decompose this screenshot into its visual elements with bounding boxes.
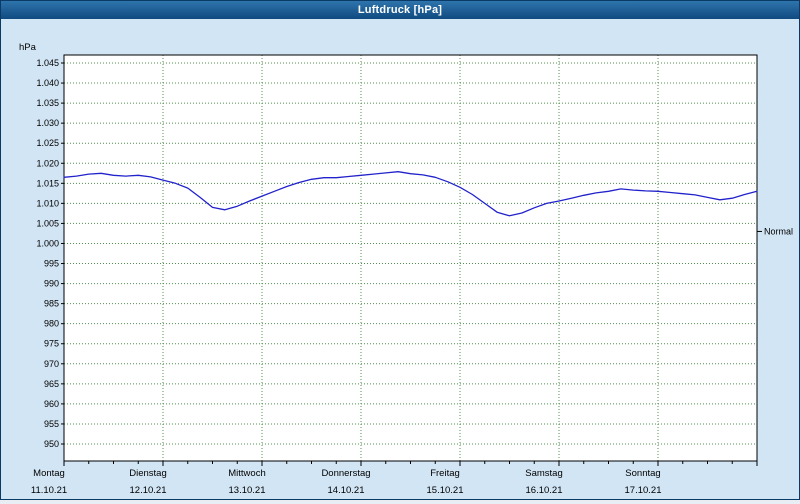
pressure-chart: 1.045 1.040 1.035 1.030 1.025 1.020 1.015 1.010… bbox=[19, 42, 793, 496]
x-axis-day-label: Montag bbox=[33, 468, 65, 479]
normal-marker-label: Normal bbox=[764, 226, 793, 236]
window-title: Luftdruck [hPa] bbox=[357, 4, 443, 16]
y-axis-label: 1.005 bbox=[36, 218, 59, 228]
y-axis-label: 970 bbox=[44, 359, 59, 369]
x-axis-date-label: 11.10.21 bbox=[31, 485, 67, 496]
y-axis-label: 960 bbox=[44, 399, 59, 409]
title-bar: Luftdruck [hPa] bbox=[1, 1, 799, 19]
y-axis-unit-label: hPa bbox=[19, 42, 37, 53]
x-axis-day-label: Donnerstag bbox=[321, 468, 370, 479]
y-axis-label: 965 bbox=[44, 379, 59, 389]
x-axis-date-label: 13.10.21 bbox=[229, 485, 266, 496]
y-axis-label: 990 bbox=[44, 279, 59, 289]
x-axis-date-label: 12.10.21 bbox=[130, 485, 167, 496]
y-axis-label: 1.030 bbox=[36, 118, 59, 128]
y-axis-label: 1.045 bbox=[36, 58, 59, 68]
y-axis-label: 995 bbox=[44, 259, 59, 269]
y-axis-label: 1.040 bbox=[36, 78, 59, 88]
x-axis-day-label: Mittwoch bbox=[228, 468, 265, 479]
x-axis-day-label: Sonntag bbox=[625, 468, 660, 479]
x-axis-day-label: Samstag bbox=[525, 468, 563, 479]
chart-area: 1.045 1.040 1.035 1.030 1.025 1.020 1.015 1.010… bbox=[1, 19, 799, 499]
y-axis-label: 1.020 bbox=[36, 158, 59, 168]
x-axis-day-label: Freitag bbox=[430, 468, 460, 479]
y-axis-label: 975 bbox=[44, 339, 59, 349]
y-axis-label: 985 bbox=[44, 299, 59, 309]
y-axis-label: 980 bbox=[44, 319, 59, 329]
x-axis-date-label: 16.10.21 bbox=[526, 485, 563, 496]
plot-area bbox=[64, 55, 757, 461]
y-axis-label: 1.035 bbox=[36, 98, 59, 108]
y-axis-label: 950 bbox=[44, 439, 59, 449]
y-axis-label: 1.000 bbox=[36, 238, 59, 248]
y-axis-label: 1.010 bbox=[36, 198, 59, 208]
y-axis-label: 955 bbox=[44, 419, 59, 429]
x-axis-date-label: 15.10.21 bbox=[427, 485, 464, 496]
x-axis-date-label: 14.10.21 bbox=[328, 485, 365, 496]
y-axis-label: 1.025 bbox=[36, 138, 59, 148]
x-axis-date-label: 17.10.21 bbox=[625, 485, 662, 496]
x-axis-day-label: Dienstag bbox=[129, 468, 167, 479]
pressure-line bbox=[63, 171, 758, 217]
y-axis-label: 1.015 bbox=[36, 178, 59, 188]
